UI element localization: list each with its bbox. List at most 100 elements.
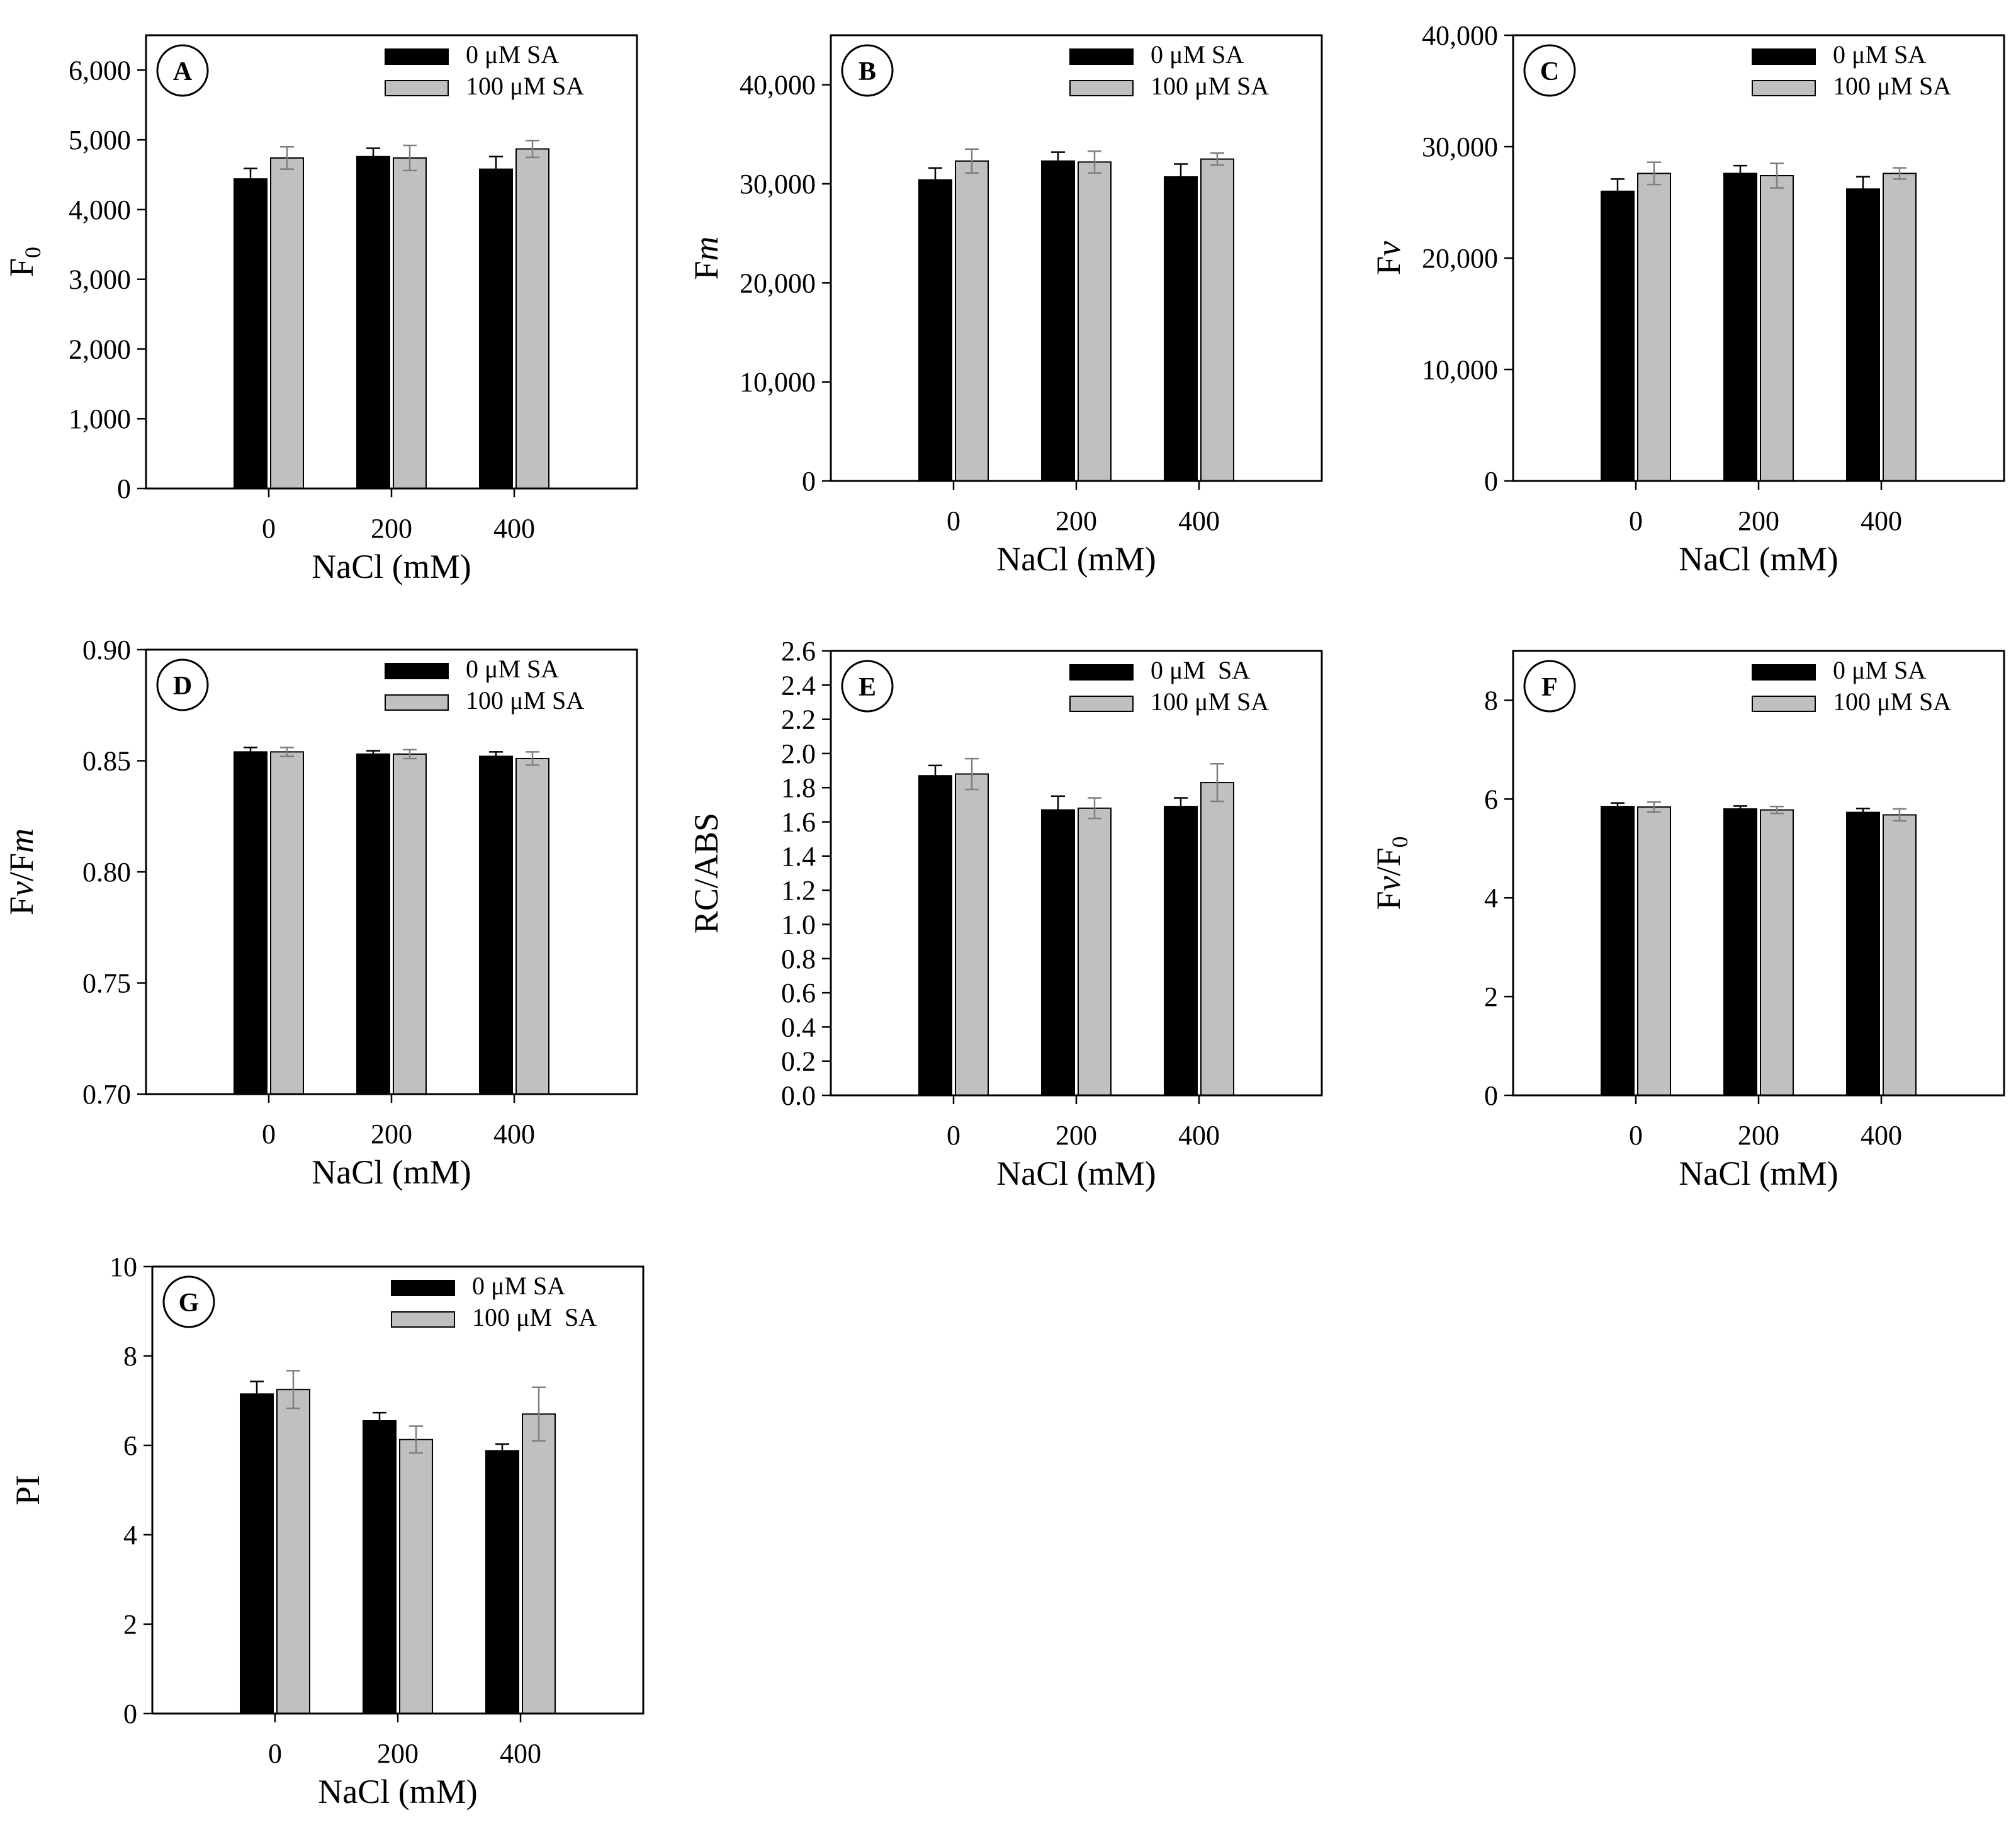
y-tick-label: 10,000	[1422, 354, 1498, 385]
y-tick-label: 30,000	[1422, 132, 1498, 162]
y-tick-label: 20,000	[740, 268, 816, 298]
y-tick-label: 40,000	[1422, 20, 1498, 51]
bar	[955, 160, 989, 482]
y-tick-label: 0	[117, 473, 131, 504]
panel-label-circle	[162, 1275, 215, 1328]
bar	[1078, 161, 1112, 482]
legend-swatch	[385, 663, 449, 679]
legend-label: 0 μM SA	[466, 655, 559, 683]
legend-swatch	[385, 694, 449, 711]
chart-panel-g: 0 2 4 6 8 10 0 200 400 NaCl (mM) PI G 0 μM SA 100 μM …	[9, 1251, 645, 1810]
y-axis-title: RC/ABS	[687, 813, 725, 934]
x-tick-label: 0	[268, 1738, 282, 1769]
y-tick-label: 0.0	[781, 1080, 816, 1111]
y-tick-label: 0.8	[781, 944, 816, 974]
y-tick-label: 0.75	[82, 968, 131, 999]
y-axis-title: Fm	[687, 236, 725, 280]
y-axis-title-part: v	[1370, 241, 1407, 256]
bar	[918, 775, 952, 1096]
legend-label: 0 μM SA	[1833, 656, 1926, 684]
x-axis-title: NaCl (mM)	[312, 1153, 471, 1191]
bar	[1760, 175, 1794, 482]
y-tick-label: 0	[123, 1698, 137, 1729]
bar	[1883, 814, 1917, 1096]
bar	[1883, 172, 1917, 482]
plot-frame	[145, 648, 638, 1095]
legend-label: 0 μM SA	[466, 40, 559, 69]
bar	[1723, 808, 1757, 1096]
y-tick-label: 0.2	[781, 1046, 816, 1077]
x-tick-label: 400	[493, 1119, 535, 1149]
y-tick-label: 8	[1484, 685, 1498, 716]
y-axis-title: F0	[3, 247, 45, 277]
x-tick-label: 200	[371, 1119, 412, 1149]
plot-frame	[145, 34, 638, 490]
plot-frame	[1512, 650, 2005, 1097]
x-tick-label: 0	[947, 1120, 960, 1151]
chart-panel-b: 0 10,000 20,000 30,000 40,000 0 200 400 NaCl (mM…	[687, 34, 1323, 578]
y-axis-title: PI	[9, 1475, 47, 1505]
bar	[1760, 809, 1794, 1096]
y-axis-title-part: m	[687, 236, 725, 261]
bar	[1078, 807, 1112, 1097]
bar	[1846, 188, 1880, 482]
plot-frame	[830, 650, 1323, 1097]
x-tick-label: 0	[1629, 506, 1643, 536]
y-tick-label: 0.6	[781, 978, 816, 1008]
y-tick-label: 0	[1484, 466, 1498, 497]
legend-swatch	[385, 80, 449, 96]
bar	[1723, 172, 1757, 482]
y-tick-label: 0.70	[82, 1079, 131, 1110]
legend-label: 100 μM SA	[466, 686, 584, 714]
legend-label: 0 μM SA	[1151, 40, 1244, 69]
y-axis-title-part: PI	[9, 1475, 47, 1505]
bar	[1200, 158, 1234, 482]
x-axis-title: NaCl (mM)	[1679, 540, 1838, 578]
x-tick-label: 400	[500, 1738, 541, 1769]
panel-label-circle	[1523, 660, 1576, 713]
y-tick-label: 2.6	[781, 636, 816, 667]
y-axis-title-part: /F	[3, 853, 40, 881]
x-tick-label: 200	[1738, 506, 1779, 536]
y-tick-label: 0.4	[781, 1012, 816, 1042]
bar	[356, 753, 390, 1095]
chart-panel-e: 0.00.20.40.60.81.01.21.41.61.82.02.22.42…	[687, 636, 1323, 1192]
panel-label: E	[859, 673, 876, 702]
bar	[1164, 176, 1198, 482]
bar	[399, 1438, 433, 1715]
y-axis-title-part: RC/ABS	[687, 813, 725, 934]
bar	[918, 179, 952, 482]
x-tick-label: 0	[262, 513, 276, 544]
x-axis-title: NaCl (mM)	[996, 540, 1156, 578]
bar	[522, 1413, 556, 1715]
bar	[270, 157, 304, 489]
x-axis-title: NaCl (mM)	[318, 1773, 477, 1810]
legend-swatch	[1069, 696, 1134, 712]
x-axis-title: NaCl (mM)	[1679, 1155, 1838, 1192]
y-axis-title-part: m	[3, 828, 40, 853]
bar	[1200, 782, 1234, 1096]
panel-label-circle	[841, 44, 894, 97]
y-tick-label: 1.4	[781, 841, 816, 872]
y-axis-title-part: F	[1370, 256, 1407, 275]
y-axis-title-part: F	[3, 258, 40, 277]
y-tick-label: 10	[110, 1251, 137, 1282]
bar	[1164, 806, 1198, 1096]
y-axis-title-part: 0	[1387, 836, 1412, 847]
panel-label: F	[1541, 673, 1558, 702]
y-tick-label: 5,000	[69, 125, 131, 155]
y-tick-label: 6	[123, 1430, 137, 1461]
bar	[1041, 160, 1075, 482]
bar	[276, 1389, 310, 1714]
legend-swatch	[1752, 48, 1816, 65]
bar	[1846, 811, 1880, 1096]
y-tick-label: 2.0	[781, 738, 816, 769]
x-tick-label: 0	[1629, 1120, 1643, 1151]
y-tick-label: 2.2	[781, 704, 816, 735]
y-axis-title-part: /F	[1370, 847, 1407, 876]
x-tick-label: 400	[1861, 506, 1902, 536]
y-axis-title: Fv/Fm	[3, 828, 40, 915]
y-tick-label: 6	[1484, 784, 1498, 815]
y-tick-label: 2.4	[781, 670, 816, 701]
